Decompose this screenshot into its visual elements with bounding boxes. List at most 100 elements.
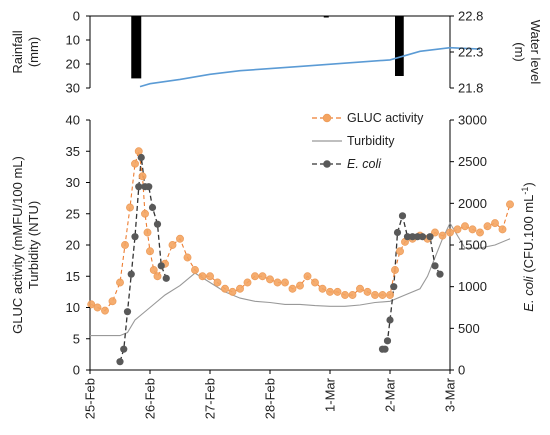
bottom-left-tick-label-3: 15 — [66, 269, 80, 284]
bottom-left-tick-label-4: 20 — [66, 238, 80, 253]
ecoli-point-9 — [148, 203, 157, 212]
top-left-tick-label-2: 20 — [66, 57, 80, 72]
gluc-point-25 — [236, 284, 244, 293]
bottom-x-ticks: 25-Feb 26-Feb 27-Feb 28-Feb 1-Mar 2-Mar 3-Mar — [83, 370, 458, 419]
top-right-tick-label-1: 22.3 — [458, 45, 483, 60]
bottom-left-axis-label-turbidity: Turbidity (NTU) — [26, 201, 41, 289]
top-right-tick-label-2: 22.8 — [458, 9, 483, 24]
gluc-point-19 — [191, 266, 199, 274]
ecoli-point-26 — [436, 270, 444, 278]
legend: GLUC activity Turbidity E. coli — [312, 111, 424, 171]
gluc-point-60 — [491, 219, 499, 228]
gluc-point-44 — [378, 291, 387, 299]
ecoli-point-10 — [153, 220, 162, 228]
gluc-point-52 — [431, 228, 439, 237]
gluc-point-17 — [176, 234, 184, 243]
gluc-point-59 — [483, 222, 492, 231]
ecoli-point-20 — [403, 233, 412, 241]
gluc-point-16 — [168, 241, 177, 249]
ecoli-point-14 — [381, 345, 389, 353]
gluc-point-2 — [101, 306, 109, 315]
bottom-left-axis-label-gluc: GLUC activity (mMFU/100 mL) — [10, 156, 25, 334]
ecoli-point-19 — [398, 212, 407, 220]
bottom-left-ticks: 0 5 10 15 20 25 30 35 40 — [66, 113, 90, 378]
gluc-point-31 — [281, 278, 289, 287]
bottom-plot-area — [87, 120, 514, 371]
gluc-point-36 — [318, 284, 327, 293]
ecoli-point-6 — [137, 153, 145, 162]
gluc-point-30 — [273, 278, 282, 287]
ecoli-point-21 — [408, 233, 417, 241]
gluc-point-3 — [108, 297, 117, 306]
top-left-ticks: 0 10 20 30 — [66, 9, 90, 96]
gluc-point-35 — [311, 278, 319, 287]
gluc-point-27 — [251, 272, 259, 281]
gluc-point-57 — [468, 225, 477, 234]
top-left-tick-label-0: 0 — [73, 9, 80, 24]
bottom-panel: 0 5 10 15 20 25 30 35 40 0 500 1000 1500 2000 2500 300… — [10, 111, 536, 419]
gluc-point-34 — [303, 272, 312, 281]
gluc-point-40 — [348, 291, 357, 299]
turbidity-line — [90, 221, 511, 337]
bottom-right-tick-label-6: 3000 — [458, 113, 487, 128]
ecoli-point-11 — [157, 262, 165, 270]
gluc-point-55 — [453, 225, 462, 234]
legend-gluc-swatch-marker — [322, 113, 332, 123]
bottom-right-tick-label-5: 2500 — [458, 154, 487, 169]
gluc-point-12 — [146, 247, 154, 256]
ecoli-point-3 — [127, 270, 135, 278]
x-tick-label-0: 25-Feb — [83, 378, 98, 419]
gluc-point-45 — [386, 291, 394, 299]
bottom-right-tick-label-3: 1500 — [458, 238, 487, 253]
ecoli-point-18 — [393, 228, 402, 237]
ecoli-point-15 — [383, 337, 392, 345]
gluc-point-13 — [149, 266, 158, 274]
ecoli-point-24 — [426, 233, 434, 241]
ecoli-point-22 — [413, 233, 422, 241]
legend-turbidity-label: Turbidity — [347, 134, 395, 148]
top-left-tick-label-3: 30 — [66, 81, 80, 96]
gluc-point-37 — [326, 287, 334, 296]
bottom-left-tick-label-2: 10 — [66, 300, 80, 315]
ecoli-point-25 — [431, 262, 439, 270]
ecoli-point-17 — [390, 283, 398, 291]
gluc-point-53 — [438, 231, 447, 240]
gluc-point-5 — [121, 241, 129, 249]
bottom-left-tick-label-0: 0 — [73, 363, 80, 378]
gluc-point-54 — [446, 228, 454, 237]
bottom-right-tick-label-2: 1000 — [458, 279, 487, 294]
gluc-point-0 — [87, 300, 96, 309]
x-tick-label-4: 1-Mar — [323, 377, 338, 412]
gluc-point-39 — [341, 291, 349, 299]
gluc-point-32 — [288, 284, 297, 293]
bottom-right-tick-label-1: 500 — [458, 321, 480, 336]
top-left-axis-label-line1: Rainfall — [10, 30, 25, 73]
ecoli-point-8 — [145, 183, 153, 191]
legend-ecoli-swatch-marker — [323, 160, 331, 168]
gluc-point-26 — [243, 278, 252, 287]
gluc-point-28 — [258, 272, 267, 281]
rainfall-bar-0 — [131, 16, 142, 79]
bottom-left-tick-label-7: 35 — [66, 144, 80, 159]
gluc-point-11 — [143, 228, 152, 237]
rainfall-bar-1 — [323, 16, 329, 18]
ecoli-point-1 — [120, 345, 128, 353]
ecoli-point-2 — [123, 308, 132, 316]
top-right-axis-label-line1: Water level — [528, 20, 543, 85]
gluc-point-14 — [153, 272, 162, 281]
ecoli-point-23 — [418, 233, 427, 241]
gluc-point-8 — [134, 147, 143, 156]
bottom-right-ticks: 0 500 1000 1500 2000 2500 3000 — [450, 113, 487, 378]
ecoli-point-5 — [135, 183, 143, 191]
gluc-point-23 — [221, 284, 229, 293]
gluc-point-47 — [396, 247, 404, 256]
ecoli-point-4 — [131, 233, 139, 241]
water-level-line — [139, 46, 481, 88]
gluc-point-10 — [141, 209, 149, 218]
top-right-tick-label-0: 21.8 — [458, 81, 483, 96]
gluc-point-9 — [138, 172, 147, 181]
bottom-left-tick-label-5: 25 — [66, 206, 80, 221]
bottom-right-tick-label-0: 0 — [458, 363, 465, 378]
gluc-point-21 — [206, 272, 214, 281]
